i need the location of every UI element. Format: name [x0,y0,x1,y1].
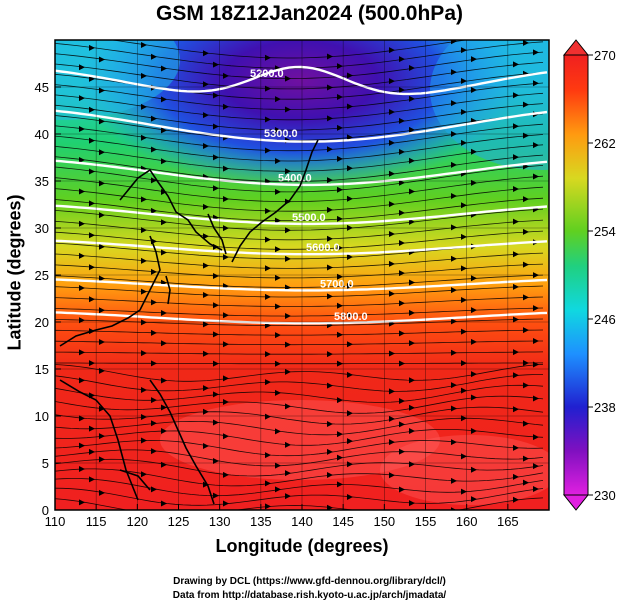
map-title: GSM 18Z12Jan2024 (500.0hPa) [155,2,463,25]
x-tick-label: 125 [168,514,190,529]
y-tick-label: 30 [35,221,49,236]
contour-line [55,278,548,292]
y-axis-label: Latitude (degrees) [4,194,25,351]
contour-label: 5500.0 [292,212,326,224]
x-tick-label: 120 [126,514,148,529]
x-tick-label: 165 [497,514,519,529]
colorbar-scale [563,54,589,496]
colorbar-tick-label: 238 [594,400,616,415]
x-tick-label: 130 [209,514,231,529]
wind-streamlines [55,40,544,510]
credit-data: Data from http://database.rish.kyoto-u.a… [172,590,447,601]
x-tick-label: 115 [86,514,107,529]
contour-line [55,204,548,226]
colorbar-tick-label: 230 [594,488,616,503]
y-tick-label: 20 [35,315,49,330]
map-grid [55,40,549,510]
colorbar: 230 238 246 254 262 270 [562,39,616,511]
contour-label: 5600.0 [306,242,340,254]
y-tick-label: 5 [42,456,49,471]
x-axis-label: Longitude (degrees) [215,536,389,556]
contour-line [55,239,548,256]
colorbar-tick-label: 270 [594,48,616,63]
x-axis-ticks: 110 115 120 125 130 135 140 145 150 155 160 165 [45,504,519,529]
colorbar-min-arrow [562,494,590,511]
x-tick-label: 155 [415,514,437,529]
height-contours: 5200.05300.05400.05500.05600.05700.05800… [55,65,548,325]
y-tick-label: 15 [35,362,49,377]
x-tick-label: 140 [291,514,313,529]
contour-label: 5700.0 [320,278,354,290]
x-tick-label: 110 [45,514,66,529]
y-tick-label: 45 [35,80,49,95]
x-tick-label: 160 [456,514,478,529]
y-tick-label: 10 [35,409,49,424]
colorbar-tick-label: 254 [594,224,616,239]
x-tick-label: 150 [373,514,395,529]
credit-drawing: Drawing by DCL (https://www.gfd-dennou.o… [173,576,446,587]
contour-line [55,109,548,143]
map-plot-area: 5200.05300.05400.05500.05600.05700.05800… [55,40,549,510]
y-tick-label: 0 [42,503,49,518]
y-tick-label: 35 [35,174,49,189]
contour-label: 5200.0 [250,68,284,80]
cold-low-shading [80,40,520,190]
colorbar-tick-label: 246 [594,312,616,327]
x-tick-label: 145 [332,514,354,529]
colorbar-max-arrow [562,39,590,56]
y-axis-ticks: 0 5 10 15 20 25 30 35 40 45 [35,80,61,518]
y-tick-label: 25 [35,268,49,283]
y-tick-label: 40 [35,127,49,142]
contour-label: 5800.0 [334,311,368,323]
contour-label: 5400.0 [278,172,312,184]
x-tick-label: 135 [250,514,272,529]
contour-line [55,311,548,325]
colorbar-tick-label: 262 [594,136,616,151]
